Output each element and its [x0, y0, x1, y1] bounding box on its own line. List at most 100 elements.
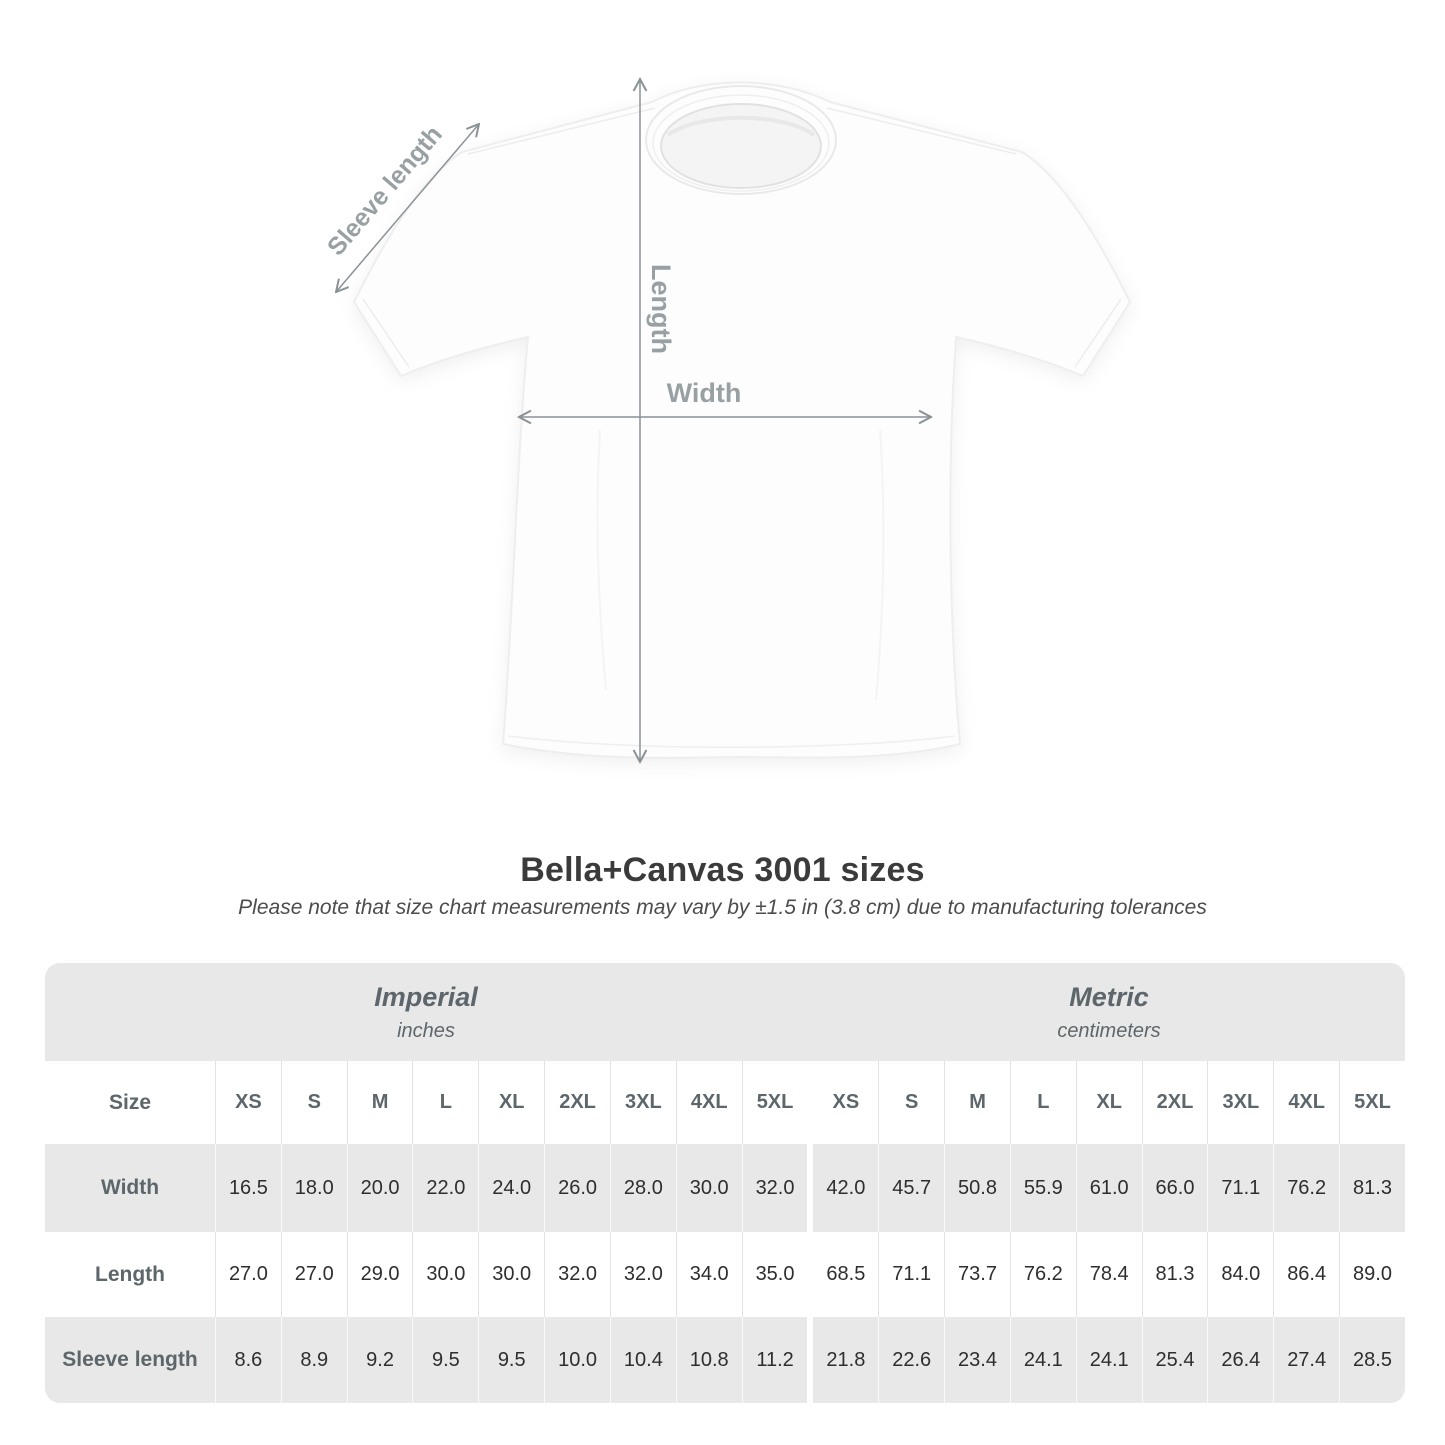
size-column-header: XL — [1075, 1061, 1142, 1144]
measurement-cell: 32.0 — [609, 1232, 676, 1317]
collar-inner — [660, 103, 822, 189]
measurement-cell: 81.3 — [1141, 1232, 1208, 1317]
measurement-cell: 8.9 — [280, 1317, 347, 1403]
measurement-cell: 34.0 — [675, 1232, 742, 1317]
unit-header-band: Imperial inches Metric centimeters — [45, 963, 1405, 1061]
measurement-cell: 50.8 — [944, 1144, 1010, 1232]
measurement-cell: 32.0 — [544, 1232, 610, 1317]
hem-stitch — [507, 735, 956, 748]
size-column-header: S — [280, 1061, 347, 1144]
length-label: Length — [646, 264, 676, 354]
collar-inner-shadow — [666, 115, 816, 137]
size-header-row: Size XS S M L XL 2XL 3XL 4XL 5XL XS S M L XL 2XL 3XL 4XL… — [45, 1061, 1405, 1144]
size-column-header: 5XL — [741, 1061, 808, 1144]
measurement-cell: 55.9 — [1009, 1144, 1076, 1232]
left-shoulder-seam — [467, 107, 656, 155]
sleeve-length-row-label: Sleeve length — [62, 1348, 198, 1371]
metric-unit: centimeters — [1057, 1019, 1161, 1042]
measurement-cell: 21.8 — [826, 1348, 866, 1371]
measurement-cell: 9.5 — [478, 1317, 544, 1403]
measurement-cell: 28.0 — [609, 1144, 676, 1232]
size-column-header: 4XL — [1273, 1061, 1339, 1144]
size-column-header: 5XL — [1339, 1061, 1405, 1144]
measurement-cell: 71.1 — [878, 1232, 944, 1317]
measurement-cell: 28.5 — [1339, 1317, 1405, 1403]
width-row: Width 16.5 18.0 20.0 22.0 24.0 26.0 28.0 30.0 32… — [45, 1144, 1405, 1232]
measurement-cell: 32.0 — [741, 1144, 808, 1232]
sleeve-length-arrow — [336, 124, 479, 292]
left-cuff-seam — [362, 298, 410, 368]
measurement-cell: 42.0 — [826, 1176, 866, 1199]
measurement-cell: 61.0 — [1075, 1144, 1142, 1232]
measurement-cell: 30.0 — [675, 1144, 742, 1232]
measurement-cell: 11.2 — [741, 1317, 808, 1403]
page-title: Bella+Canvas 3001 sizes — [520, 851, 925, 889]
size-column-header: XL — [478, 1061, 544, 1144]
measurement-cell: 22.0 — [412, 1144, 478, 1232]
half-divider — [807, 1144, 814, 1232]
measurement-cell: 89.0 — [1339, 1232, 1405, 1317]
imperial-header: Imperial inches — [45, 963, 807, 1061]
tshirt-diagram: Sleeve length Length Width — [322, 0, 1132, 840]
size-column-header: M — [944, 1061, 1010, 1144]
measurement-cell: 84.0 — [1207, 1232, 1273, 1317]
sleeve-length-row: Sleeve length 8.6 8.9 9.2 9.5 9.5 10.0 10.4 10.… — [45, 1317, 1405, 1403]
size-table: Imperial inches Metric centimeters Size … — [45, 963, 1405, 1403]
length-row-label: Length — [95, 1262, 165, 1286]
measurement-cell: 24.1 — [1009, 1317, 1076, 1403]
measurement-cell: 86.4 — [1273, 1232, 1339, 1317]
measurement-cell: 29.0 — [346, 1232, 413, 1317]
measurement-cell: 24.1 — [1075, 1317, 1142, 1403]
half-divider — [807, 1232, 814, 1317]
collar-seam — [652, 94, 830, 192]
metric-header: Metric centimeters — [813, 963, 1405, 1061]
measurement-cell: 23.4 — [944, 1317, 1010, 1403]
measurement-cell: 10.8 — [675, 1317, 742, 1403]
measurement-cell: 27.0 — [280, 1232, 347, 1317]
measurement-cell: 35.0 — [741, 1232, 808, 1317]
size-column-header: 4XL — [675, 1061, 742, 1144]
measurement-cell: 27.0 — [215, 1232, 281, 1317]
measurement-cell: 26.0 — [544, 1144, 610, 1232]
half-divider — [807, 1317, 814, 1403]
metric-label: Metric — [1069, 981, 1149, 1012]
measurement-cell: 81.3 — [1339, 1144, 1405, 1232]
measurement-cell: 10.4 — [609, 1317, 676, 1403]
right-cuff-seam — [1074, 298, 1122, 368]
imperial-label: Imperial — [374, 981, 478, 1012]
measurement-cell: 66.0 — [1141, 1144, 1208, 1232]
measurement-cell: 10.0 — [544, 1317, 610, 1403]
size-column-header: M — [346, 1061, 413, 1144]
measurement-cell: 18.0 — [280, 1144, 347, 1232]
width-label: Width — [667, 378, 742, 408]
fabric-fold-right — [875, 429, 885, 701]
page-subtitle: Please note that size chart measurements… — [238, 896, 1207, 919]
measurement-cell: 26.4 — [1207, 1317, 1273, 1403]
size-column-header: L — [1009, 1061, 1076, 1144]
measurement-cell: 73.7 — [944, 1232, 1010, 1317]
measurement-cell: 30.0 — [478, 1232, 544, 1317]
measurement-cell: 24.0 — [478, 1144, 544, 1232]
width-row-label: Width — [100, 1176, 160, 1199]
measurement-cell: 78.4 — [1075, 1232, 1142, 1317]
measurement-cell: 8.6 — [215, 1317, 281, 1403]
measurement-cell: 9.5 — [412, 1317, 478, 1403]
measurement-cell: 71.1 — [1207, 1144, 1273, 1232]
measurement-cell: 25.4 — [1141, 1317, 1208, 1403]
measurement-cell: 27.4 — [1273, 1317, 1339, 1403]
imperial-unit: inches — [397, 1019, 455, 1042]
right-shoulder-seam — [826, 107, 1017, 155]
size-column-header: 3XL — [609, 1061, 676, 1144]
size-column-header: 2XL — [1141, 1061, 1208, 1144]
measurement-cell: 16.5 — [215, 1144, 281, 1232]
measurement-cell: 20.0 — [346, 1144, 413, 1232]
length-row: Length 27.0 27.0 29.0 30.0 30.0 32.0 32.0 34.0 3… — [45, 1232, 1405, 1317]
measurement-cell: 9.2 — [346, 1317, 413, 1403]
size-column-header: XS — [832, 1091, 860, 1113]
size-column-header: L — [412, 1061, 478, 1144]
measurement-cell: 68.5 — [826, 1263, 866, 1285]
half-divider — [807, 1061, 814, 1144]
size-column-header: S — [878, 1061, 944, 1144]
size-column-header: 2XL — [544, 1061, 610, 1144]
